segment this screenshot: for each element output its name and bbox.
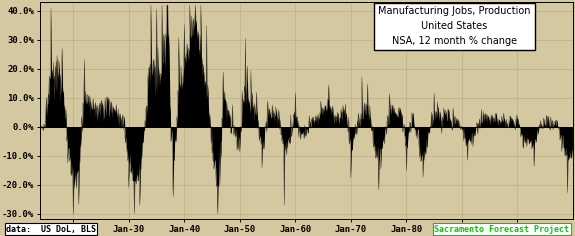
Text: Sacramento Forecast Project: Sacramento Forecast Project (434, 225, 569, 234)
Text: data:  US DoL, BLS: data: US DoL, BLS (6, 225, 96, 234)
Text: Manufacturing Jobs, Production
United States
NSA, 12 month % change: Manufacturing Jobs, Production United St… (378, 6, 531, 46)
